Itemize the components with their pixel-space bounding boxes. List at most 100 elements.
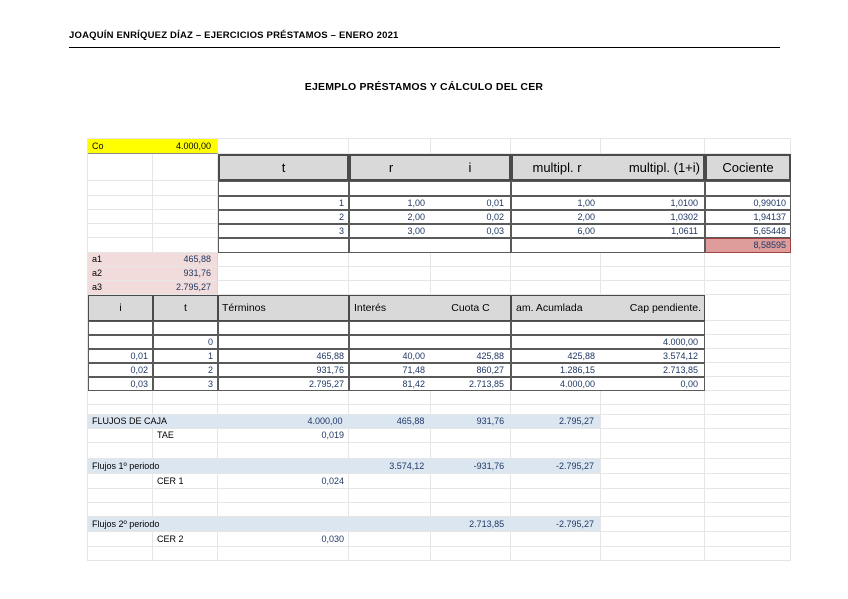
empty-cell [511, 547, 601, 561]
empty-cell [349, 281, 431, 295]
table1-empty-row [88, 181, 791, 196]
table1-header-mult-r: multipl. r [532, 160, 582, 175]
table2-cell-am-acum: 425,88 [567, 350, 595, 361]
empty-cell [431, 429, 511, 443]
empty-cell [705, 377, 791, 391]
flujos-periodo2-row: Flujos 2º periodo 2.713,85 -2.795,27 [88, 517, 791, 532]
empty-cell [601, 547, 705, 561]
empty-cell [601, 281, 705, 295]
table1-cell-r: 2,00 [407, 211, 425, 222]
empty-cell [431, 443, 511, 459]
empty-cell [431, 253, 511, 267]
empty-cell [705, 281, 791, 295]
empty-cell [601, 474, 705, 489]
empty-cell [88, 503, 153, 517]
table2-header-interes-cuota: Interés Cuota C [349, 295, 511, 321]
table2-cell-interes-cuota: 40,00 425,88 [349, 349, 511, 363]
empty-cell [705, 547, 791, 561]
tae-row: TAE 0,019 [88, 429, 791, 443]
empty-cell [601, 532, 705, 547]
table1-cell-multipliers: 6,00 1,0611 [511, 224, 705, 238]
annuity-cell: a3 2.795,27 [88, 281, 218, 295]
flujos-periodo2-label: Flujos 2º periodo [92, 518, 160, 529]
flujos-periodo2-v2: 2.713,85 [469, 518, 505, 529]
empty-cell [88, 210, 153, 224]
annuity-cell: a1 465,88 [88, 253, 218, 267]
empty-cell [431, 281, 511, 295]
empty-cell [705, 181, 791, 196]
empty-cell [349, 443, 431, 459]
empty-cell [218, 503, 349, 517]
empty-cell [705, 253, 791, 267]
table1-cell-mult-1i: 1,0302 [670, 211, 698, 222]
table1-cell-mult-1i: 1,0100 [670, 197, 698, 208]
table2-header-amort: am. Acumlada Cap pendiente. [511, 295, 705, 321]
empty-cell [705, 443, 791, 459]
empty-cell [88, 224, 153, 238]
table1-cell-r-i: 3,00 0,03 [349, 224, 511, 238]
table2-cell-am-acum: 4.000,00 [559, 378, 595, 389]
table1-cell-i: 0,03 [486, 225, 504, 236]
table1-cell-mult-r: 2,00 [577, 211, 595, 222]
annuity-label: a3 [92, 282, 103, 292]
empty-cell [153, 503, 218, 517]
table2-cell-i: 0,03 [88, 377, 153, 391]
empty-cell [153, 489, 218, 503]
empty-cell [705, 335, 791, 349]
table2-cell-interes-cuota: 81,42 2.713,85 [349, 377, 511, 391]
table2-cell-cap-pend: 2.713,85 [662, 364, 698, 375]
table2-cell-cuota [431, 336, 510, 348]
empty-cell [88, 532, 153, 547]
flujos-caja-band: FLUJOS DE CAJA 4.000,00 465,88 931,76 2.… [88, 415, 601, 429]
empty-cell [705, 139, 791, 154]
annuity-value: 931,76 [183, 268, 211, 278]
flujos-periodo1-label: Flujos 1º periodo [92, 460, 160, 471]
empty-cell [218, 181, 349, 196]
table2-cell-interes: 81,42 [402, 378, 425, 389]
empty-cell [511, 181, 705, 196]
table1-cell-r-i: 2,00 0,02 [349, 210, 511, 224]
empty-cell [511, 405, 601, 415]
table2-cell-terminos: 465,88 [218, 349, 349, 363]
table1-header-multipliers: multipl. r multipl. (1+i) [511, 154, 705, 181]
tae-value: 0,019 [218, 429, 349, 443]
principal-row: Co 4.000,00 [88, 139, 791, 154]
empty-cell [153, 547, 218, 561]
empty-cell [153, 238, 218, 253]
empty-cell [431, 139, 511, 154]
table2-cell-i: 0,01 [88, 349, 153, 363]
empty-cell [511, 489, 601, 503]
flujos-periodo1-v1: 3.574,12 [389, 460, 425, 471]
flujos-periodo2-empty [348, 517, 430, 531]
flujos-caja-label: FLUJOS DE CAJA [92, 416, 168, 426]
empty-cell [431, 547, 511, 561]
empty-cell [218, 547, 349, 561]
empty-cell [88, 547, 153, 561]
empty-cell [431, 474, 511, 489]
empty-cell [218, 405, 349, 415]
empty-cell [601, 517, 705, 532]
table2-header-terminos: Términos [218, 295, 349, 321]
annuity-row: a1 465,88 [88, 253, 791, 267]
table2-cell-interes [350, 336, 431, 348]
empty-cell [511, 429, 601, 443]
empty-cell [601, 459, 705, 474]
flujos-caja-v3: 2.795,27 [558, 416, 594, 426]
spacer-row [88, 489, 791, 503]
table1-cell-mult-r: 1,00 [577, 197, 595, 208]
page-header-text: JOAQUÍN ENRÍQUEZ DÍAZ – EJERCICIOS PRÉST… [69, 30, 399, 41]
table2-header-t: t [153, 295, 218, 321]
cociente-sum-cell: 8,58595 [705, 238, 791, 253]
spacer-row [88, 391, 791, 405]
table2-cell-interes: 40,00 [402, 350, 425, 361]
empty-cell [349, 391, 431, 405]
cer2-value: 0,030 [218, 532, 349, 547]
empty-cell [431, 405, 511, 415]
empty-cell [349, 474, 431, 489]
table1-sum-row: 8,58595 [88, 238, 791, 253]
spacer-row [88, 405, 791, 415]
empty-cell [705, 363, 791, 377]
empty-cell [349, 405, 431, 415]
flujos-periodo1-v2: -931,76 [473, 460, 505, 471]
empty-cell [153, 210, 218, 224]
